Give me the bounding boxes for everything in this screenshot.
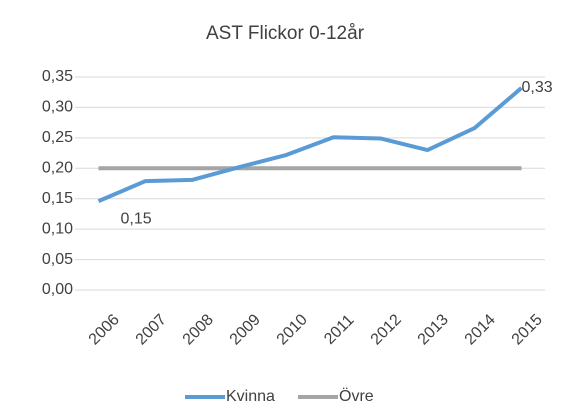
x-tick-label: 2012 bbox=[368, 311, 405, 348]
y-tick-label: 0,00 bbox=[42, 281, 73, 298]
x-tick-label: 2015 bbox=[509, 311, 546, 348]
x-tick-label: 2011 bbox=[321, 312, 357, 348]
legend-label: Övre bbox=[339, 387, 374, 405]
x-tick-label: 2006 bbox=[86, 311, 123, 348]
y-tick-label: 0,10 bbox=[42, 220, 73, 237]
x-tick-label: 2007 bbox=[133, 311, 170, 348]
data-label: 0,33 bbox=[522, 79, 553, 96]
chart-title: AST Flickor 0-12år bbox=[206, 23, 365, 44]
y-tick-label: 0,15 bbox=[42, 190, 73, 207]
data-label: 0,15 bbox=[121, 210, 152, 227]
y-tick-label: 0,25 bbox=[42, 129, 73, 146]
x-tick-label: 2014 bbox=[462, 311, 499, 348]
series-line bbox=[97, 86, 523, 203]
x-tick-label: 2013 bbox=[415, 311, 452, 348]
x-tick-label: 2008 bbox=[180, 311, 217, 348]
legend-label: Kvinna bbox=[226, 388, 275, 405]
y-tick-label: 0,35 bbox=[42, 68, 73, 85]
y-tick-label: 0,20 bbox=[42, 160, 73, 177]
x-tick-label: 2010 bbox=[274, 311, 311, 348]
x-tick-label: 2009 bbox=[227, 311, 264, 348]
y-tick-label: 0,30 bbox=[42, 99, 73, 116]
y-tick-label: 0,05 bbox=[42, 251, 73, 268]
